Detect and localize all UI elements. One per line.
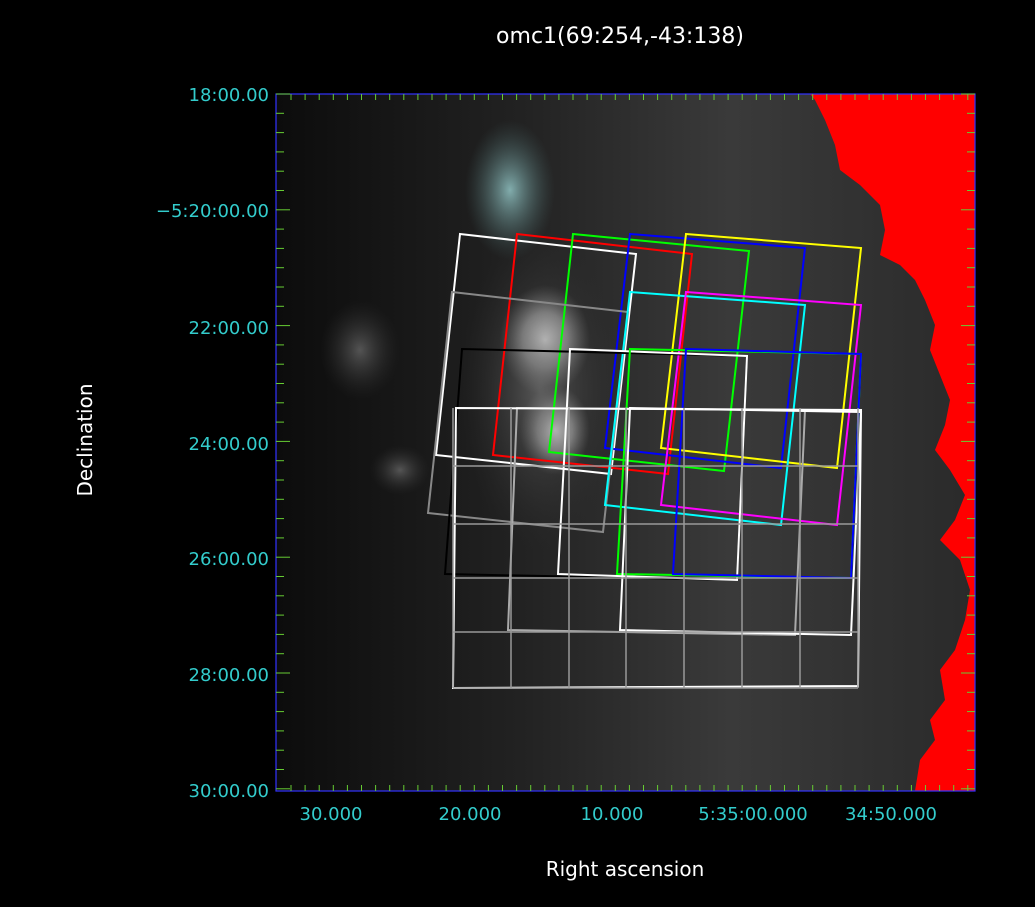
y-tick-label: 26:00.00 xyxy=(189,549,270,570)
y-axis-label: Declination xyxy=(73,383,97,496)
axis-ticks xyxy=(276,93,975,791)
footprint-tile xyxy=(547,232,751,473)
x-axis-label: Right ascension xyxy=(546,857,705,881)
footprint-tile xyxy=(603,290,807,527)
footprint-tile xyxy=(556,347,749,582)
footprint-tiles xyxy=(426,232,863,690)
y-tick-label: 24:00.00 xyxy=(189,434,270,455)
x-tick-label: 5:35:00.000 xyxy=(698,804,807,825)
footprint-tile xyxy=(618,406,863,637)
y-tick-label: −5:20:00.00 xyxy=(156,201,269,222)
y-tick-label: 18:00.00 xyxy=(189,85,270,106)
footprint-tile xyxy=(659,232,863,470)
plot-frame xyxy=(275,93,976,792)
y-tick-label: 22:00.00 xyxy=(189,318,270,339)
footprint-tile xyxy=(426,290,630,534)
footprint-tile xyxy=(659,290,863,527)
footprint-tile xyxy=(491,232,694,476)
x-tick-label: 10.000 xyxy=(581,804,644,825)
x-tick-label: 20.000 xyxy=(439,804,502,825)
y-tick-label: 30:00.00 xyxy=(189,781,270,802)
x-tick-label: 30.000 xyxy=(300,804,363,825)
mosaic-grid xyxy=(452,408,859,689)
figure-title: omc1(69:254,-43:138) xyxy=(496,24,744,49)
footprint-tile xyxy=(434,232,638,476)
no-data-region xyxy=(810,94,975,791)
x-tick-label: 34:50.000 xyxy=(845,804,937,825)
y-tick-label: 28:00.00 xyxy=(189,665,270,686)
footprint-tile xyxy=(603,232,807,470)
